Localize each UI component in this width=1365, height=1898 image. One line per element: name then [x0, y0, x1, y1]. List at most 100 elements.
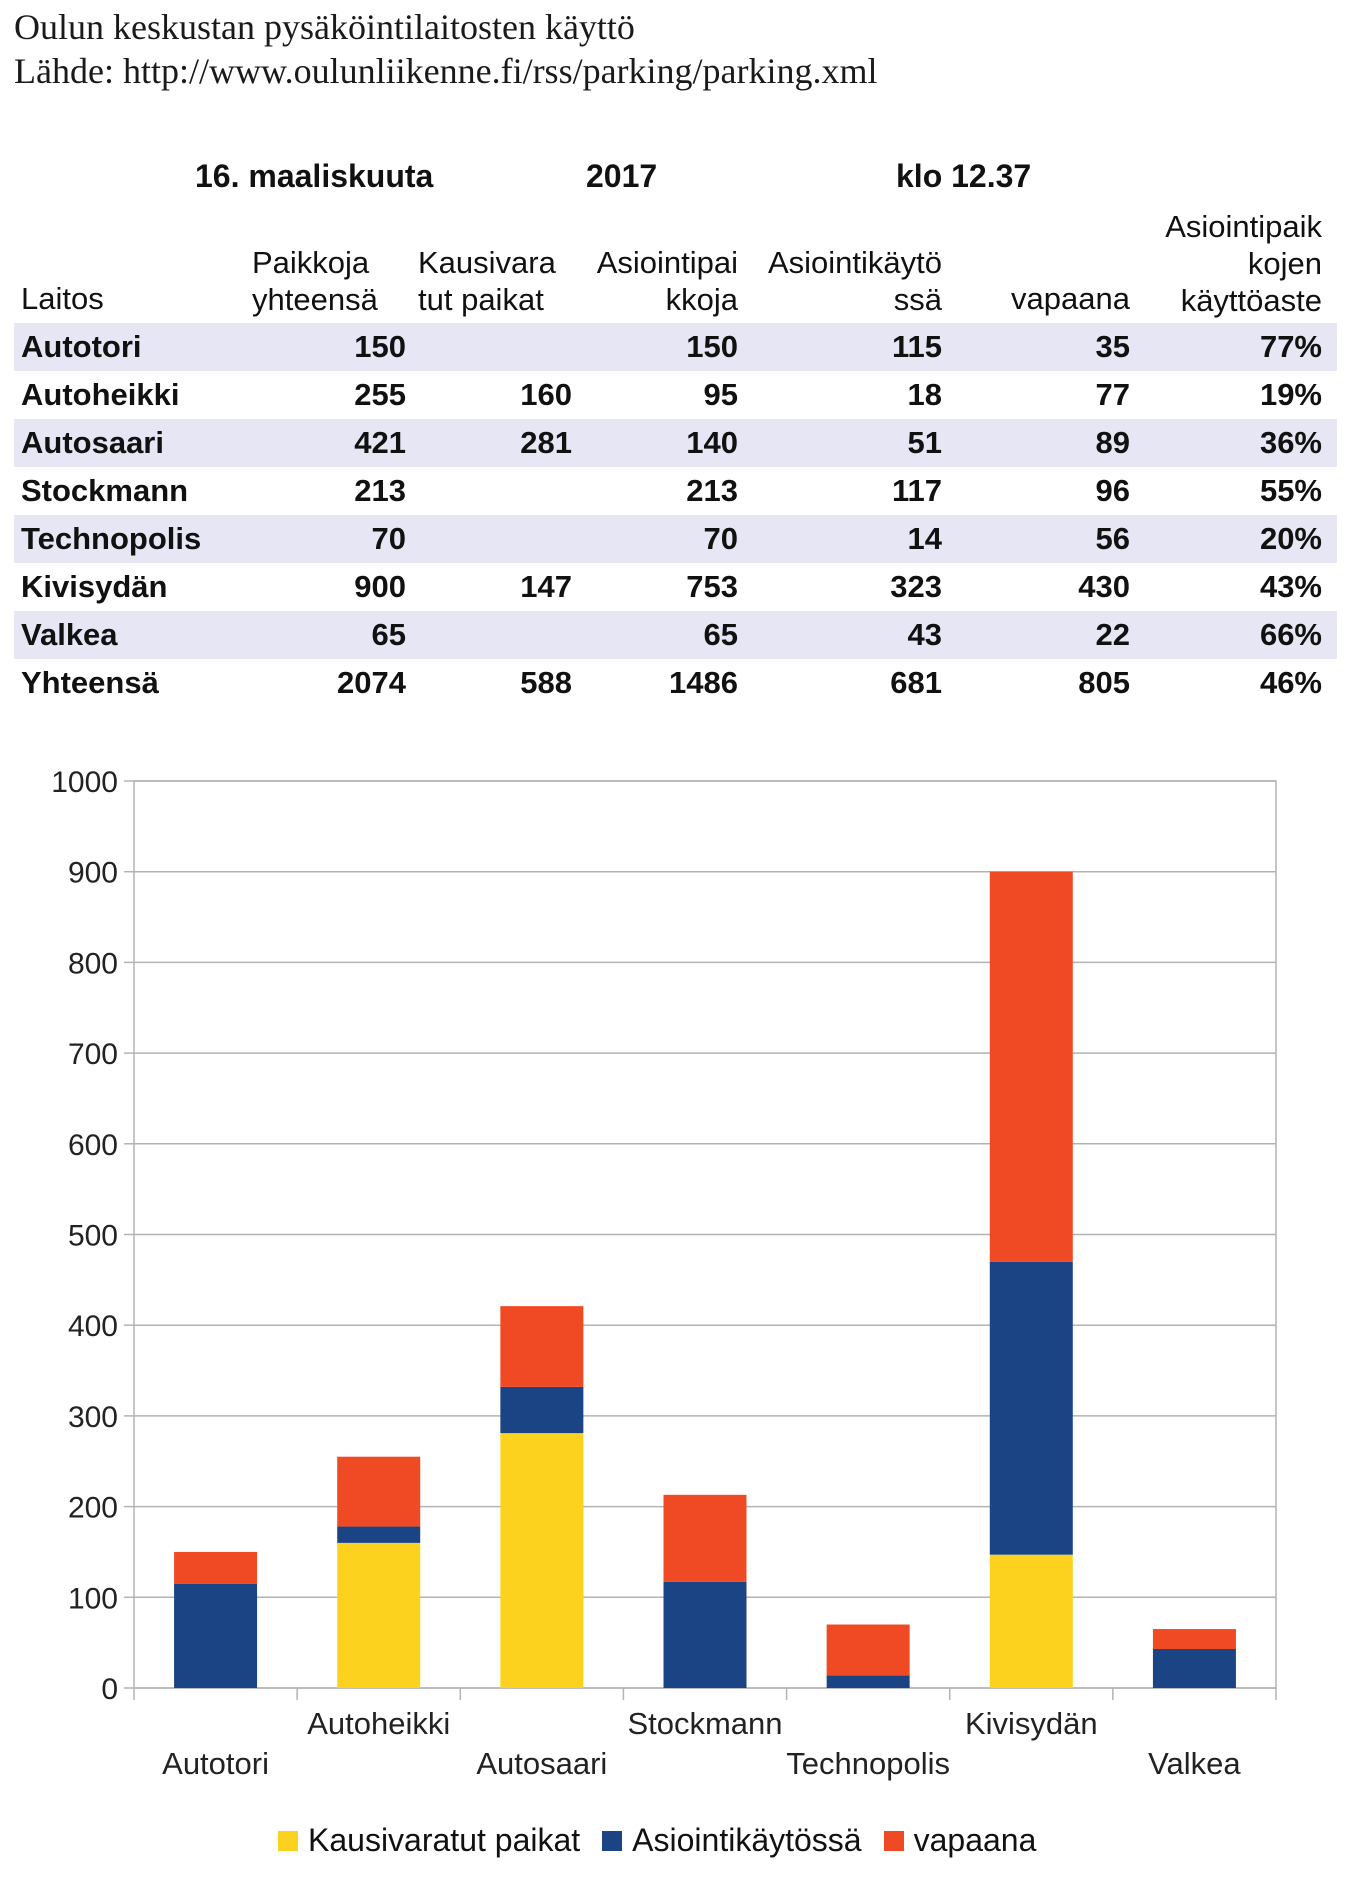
- date-time: klo 12.37: [896, 158, 1032, 194]
- legend-label-asiointikaytossa: Asiointikäytössä: [632, 1822, 862, 1858]
- bar-segment: [826, 1624, 910, 1676]
- table-cell-vapaana: 96: [1095, 473, 1130, 508]
- y-tick-label: 100: [68, 1582, 118, 1615]
- col-header-asiointikaytossa: Asiointikäytö ssä: [767, 245, 942, 317]
- table-cell-laitos: Stockmann: [21, 473, 189, 508]
- bar-segment: [337, 1456, 421, 1527]
- col-header-kayttoaste: Asiointipaik kojen käyttöaste: [1165, 209, 1322, 318]
- table-cell-paikkoja: 421: [354, 425, 406, 460]
- bar-segment: [337, 1542, 421, 1688]
- table-cell-vapaana: 56: [1095, 521, 1130, 556]
- table-cell-laitos: Technopolis: [21, 521, 202, 556]
- bar-segment: [663, 1581, 747, 1688]
- table-row-band: [14, 611, 1337, 659]
- y-tick-label: 900: [68, 857, 118, 890]
- table-row-band: [14, 515, 1337, 563]
- table-cell-laitos: Autoheikki: [21, 377, 180, 412]
- x-category-label: Technopolis: [786, 1746, 950, 1781]
- bar-segment: [663, 1494, 747, 1582]
- chart-legend: Kausivaratut paikat Asiointikäytössä vap…: [278, 1822, 1058, 1859]
- bar-segment: [500, 1433, 584, 1688]
- table-cell-asiointikaytossa: 115: [891, 329, 942, 364]
- table-cell-vapaana: 805: [1078, 665, 1130, 700]
- table-cell-asiointipaikkoja: 140: [686, 425, 738, 460]
- table-cell-kausivaratut: 147: [520, 569, 572, 604]
- x-category-label: Stockmann: [627, 1706, 782, 1741]
- table-cell-paikkoja: 213: [354, 473, 406, 508]
- legend-swatch-vapaana: [883, 1830, 904, 1851]
- table-cell-paikkoja: 2074: [337, 665, 406, 700]
- table-cell-kayttoaste: 55%: [1259, 473, 1322, 508]
- bar-segment: [989, 1554, 1073, 1688]
- legend-item-kausivaratut: Kausivaratut paikat: [278, 1822, 580, 1859]
- table-cell-asiointipaikkoja: 213: [686, 473, 738, 508]
- bar-segment: [174, 1551, 258, 1584]
- table-cell-kausivaratut: 588: [520, 665, 572, 700]
- table-cell-asiointipaikkoja: 95: [703, 377, 738, 412]
- legend-swatch-asiointikaytossa: [602, 1830, 623, 1851]
- legend-label-vapaana: vapaana: [913, 1822, 1037, 1858]
- y-tick-label: 700: [68, 1038, 118, 1071]
- page-title: Oulun keskustan pysäköintilaitosten käyt…: [14, 7, 635, 47]
- date-year: 2017: [586, 158, 658, 194]
- table-cell-vapaana: 89: [1095, 425, 1130, 460]
- y-tick-label: 1000: [51, 766, 118, 799]
- table-cell-kayttoaste: 46%: [1259, 665, 1322, 700]
- bar-segment: [989, 871, 1073, 1262]
- bar-segment: [1152, 1648, 1236, 1688]
- table-cell-vapaana: 430: [1078, 569, 1130, 604]
- col-header-vapaana: vapaana: [1011, 281, 1130, 316]
- source-line: Lähde: http://www.oulunliikenne.fi/rss/p…: [14, 51, 878, 91]
- col-header-asiointipaikkoja: Asiointipai kkoja: [596, 245, 738, 317]
- table-cell-laitos: Valkea: [21, 617, 118, 652]
- bar-segment: [174, 1583, 258, 1688]
- table-cell-vapaana: 77: [1095, 377, 1130, 412]
- x-category-label: Autoheikki: [307, 1706, 450, 1741]
- y-tick-label: 600: [68, 1129, 118, 1162]
- table-cell-kayttoaste: 19%: [1259, 377, 1322, 412]
- col-header-paikkoja: Paikkoja yhteensä: [252, 245, 378, 317]
- table-cell-vapaana: 22: [1095, 617, 1130, 652]
- y-tick-label: 800: [68, 947, 118, 980]
- table-cell-kayttoaste: 66%: [1259, 617, 1322, 652]
- table-cell-asiointikaytossa: 14: [907, 521, 942, 556]
- y-tick-label: 200: [68, 1492, 118, 1525]
- table-cell-kayttoaste: 36%: [1259, 425, 1322, 460]
- table-cell-kayttoaste: 43%: [1259, 569, 1322, 604]
- bar-segment: [500, 1306, 584, 1387]
- y-tick-label: 400: [68, 1310, 118, 1343]
- legend-swatch-kausivaratut: [278, 1830, 298, 1851]
- table-cell-kayttoaste: 20%: [1259, 521, 1322, 556]
- table-cell-laitos: Yhteensä: [21, 665, 159, 700]
- table-cell-paikkoja: 255: [354, 377, 406, 412]
- table-cell-asiointipaikkoja: 65: [703, 617, 738, 652]
- bar-segment: [826, 1675, 910, 1688]
- table-cell-asiointikaytossa: 323: [890, 569, 942, 604]
- table-cell-asiointipaikkoja: 753: [686, 569, 738, 604]
- x-category-label: Valkea: [1148, 1746, 1241, 1781]
- x-category-label: Autotori: [162, 1746, 269, 1781]
- date-day-month: 16. maaliskuuta: [195, 158, 434, 194]
- table-cell-asiointikaytossa: 43: [907, 617, 942, 652]
- table-cell-laitos: Autotori: [21, 329, 142, 364]
- bar-segment: [1152, 1629, 1236, 1649]
- table-cell-kausivaratut: 160: [520, 377, 572, 412]
- legend-item-vapaana: vapaana: [883, 1822, 1037, 1859]
- x-category-label: Kivisydän: [965, 1706, 1098, 1741]
- table-cell-asiointipaikkoja: 150: [686, 329, 738, 364]
- table-cell-asiointikaytossa: 51: [907, 425, 942, 460]
- table-cell-kausivaratut: 281: [520, 425, 572, 460]
- bar-segment: [337, 1526, 421, 1543]
- y-tick-label: 500: [68, 1220, 118, 1253]
- legend-item-asiointikaytossa: Asiointikäytössä: [602, 1822, 862, 1859]
- table-cell-asiointikaytossa: 18: [907, 377, 942, 412]
- table-cell-laitos: Autosaari: [21, 425, 164, 460]
- table-row-band: [14, 419, 1337, 467]
- table-cell-asiointikaytossa: 681: [890, 665, 942, 700]
- col-header-laitos: Laitos: [21, 281, 104, 316]
- bar-segment: [989, 1261, 1073, 1555]
- table-cell-paikkoja: 150: [354, 329, 406, 364]
- legend-label-kausivaratut: Kausivaratut paikat: [308, 1822, 581, 1858]
- table-cell-asiointipaikkoja: 1486: [669, 665, 738, 700]
